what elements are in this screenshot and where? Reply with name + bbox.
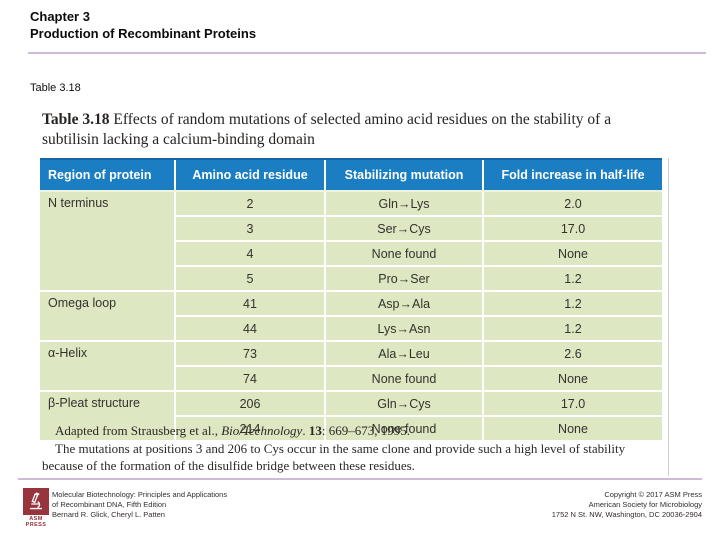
figure-title: Table 3.18 Effects of random mutations o… <box>42 110 642 150</box>
footer-copyright-info: Copyright © 2017 ASM Press American Soci… <box>552 490 702 520</box>
col-header-residue: Amino acid residue <box>174 158 325 192</box>
mutation-cell: None found <box>324 415 483 440</box>
residue-cell: 44 <box>174 315 325 341</box>
book-edition: of Recombinant DNA, Fifth Edition <box>52 500 167 509</box>
footnote-note: The mutations at positions 3 and 206 to … <box>42 441 626 473</box>
residue-cell: 73 <box>174 340 325 366</box>
table-row: N terminus 2 Gln→Lys 2.0 <box>40 191 662 291</box>
asm-press-logo: ASM PRESS <box>21 488 51 528</box>
table-row: 3 Ser→Cys 17.0 <box>40 215 662 241</box>
mutation-cell: None found <box>324 240 483 266</box>
book-authors: Bernard R. Glick, Cheryl L. Patten <box>52 510 165 519</box>
header-row: Region of protein Amino acid residue Sta… <box>40 158 662 192</box>
mutation-cell: Gln→Lys <box>324 191 483 216</box>
mutation-cell: Ser→Cys <box>324 215 483 241</box>
fold-cell: None <box>482 415 662 440</box>
footnote-volume: 13 <box>308 423 322 438</box>
table-row: Omega loop 41 Asp→Ala 1.2 <box>40 290 662 341</box>
table-row: 44 Lys→Asn 1.2 <box>40 315 662 341</box>
asm-logo-box <box>23 488 49 515</box>
table-row: 214 None found None <box>40 415 662 440</box>
table-row: α-Helix 73 Ala→Leu 2.6 <box>40 340 662 391</box>
footnote-source: Adapted from Strausberg et al., Bio/Tech… <box>42 423 646 440</box>
figure-table: Region of protein Amino acid residue Sta… <box>40 158 662 440</box>
region-cell: Omega loop <box>40 290 175 341</box>
footer-divider <box>18 478 702 480</box>
copyright-line: Copyright © 2017 ASM Press <box>604 490 702 499</box>
region-cell: N terminus <box>40 191 175 291</box>
fold-cell: 1.2 <box>482 290 662 316</box>
col-header-region: Region of protein <box>40 158 175 192</box>
address-line: 1752 N St. NW, Washington, DC 20036-2904 <box>551 510 702 519</box>
residue-cell: 3 <box>174 215 325 241</box>
mutation-cell: None found <box>324 365 483 391</box>
mutation-cell: Gln→Cys <box>324 390 483 416</box>
table-row: 4 None found None <box>40 240 662 266</box>
fold-cell: 2.6 <box>482 340 662 366</box>
col-header-fold: Fold increase in half-life <box>482 158 662 192</box>
residue-cell: 206 <box>174 390 325 416</box>
fold-cell: None <box>482 365 662 391</box>
fold-cell: 2.0 <box>482 191 662 216</box>
chapter-subtitle: Production of Recombinant Proteins <box>30 26 257 41</box>
fold-cell: 17.0 <box>482 390 662 416</box>
header-divider <box>28 52 706 54</box>
col-header-mutation: Stabilizing mutation <box>324 158 483 192</box>
microscope-icon <box>29 492 43 510</box>
chapter-title: Chapter 3 <box>30 9 90 24</box>
residue-cell: 41 <box>174 290 325 316</box>
slide-header: Chapter 3 Production of Recombinant Prot… <box>30 8 256 42</box>
fold-cell: 1.2 <box>482 315 662 341</box>
table-label: Table 3.18 <box>30 82 81 94</box>
table-row: 5 Pro→Ser 1.2 <box>40 265 662 291</box>
residue-cell: 214 <box>174 415 325 440</box>
mutation-cell: Ala→Leu <box>324 340 483 366</box>
residue-cell: 5 <box>174 265 325 291</box>
fold-cell: 1.2 <box>482 265 662 291</box>
figure-image-edge <box>668 158 669 476</box>
mutation-cell: Lys→Asn <box>324 315 483 341</box>
residue-cell: 74 <box>174 365 325 391</box>
footnote-journal: Bio/Technology <box>221 423 303 438</box>
residue-cell: 4 <box>174 240 325 266</box>
table-row: 74 None found None <box>40 365 662 391</box>
fold-cell: 17.0 <box>482 215 662 241</box>
residue-cell: 2 <box>174 191 325 216</box>
figure-title-text: Effects of random mutations of selected … <box>42 111 612 148</box>
region-cell: α-Helix <box>40 340 175 391</box>
fold-cell: None <box>482 240 662 266</box>
mutation-cell: Asp→Ala <box>324 290 483 316</box>
figure-title-number: Table 3.18 <box>42 111 110 128</box>
figure-table-body: N terminus 2 Gln→Lys 2.0 3 Ser→Cys 17.0 4 None f… <box>40 191 662 440</box>
footer-book-info: Molecular Biotechnology: Principles and … <box>52 490 227 520</box>
table-row: β-Pleat structure 206 Gln→Cys 17.0 <box>40 390 662 440</box>
region-cell: β-Pleat structure <box>40 390 175 440</box>
figure-table-header: Region of protein Amino acid residue Sta… <box>40 158 662 192</box>
footnote-source-prefix: Adapted from Strausberg et al., <box>55 423 222 438</box>
asm-logo-caption: ASM PRESS <box>25 516 47 528</box>
society-line: American Society for Microbiology <box>588 500 702 509</box>
book-title: Molecular Biotechnology: Principles and … <box>52 490 228 499</box>
footnote-source-suffix: : 669–673, 1995. <box>321 423 410 438</box>
mutation-cell: Pro→Ser <box>324 265 483 291</box>
footnote-source-mid: . <box>302 423 309 438</box>
